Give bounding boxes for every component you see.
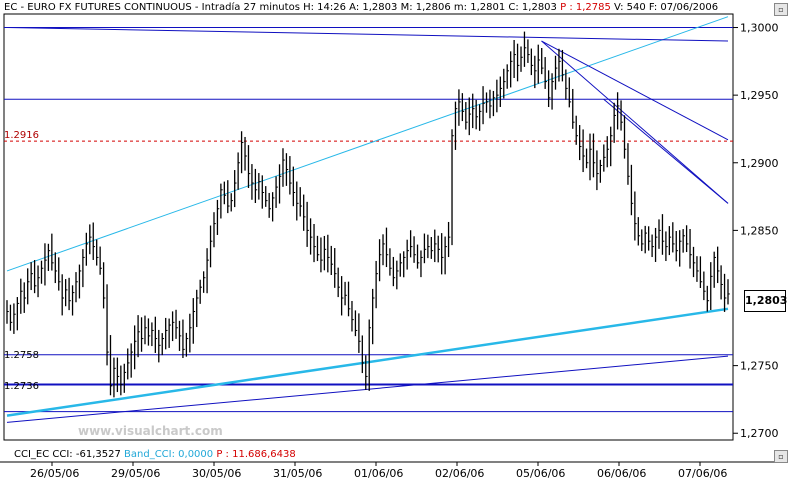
x-tick-label: 02/06/06 [435, 467, 484, 480]
maximize-icon[interactable]: ▫ [774, 3, 788, 16]
x-tick-label: 30/05/06 [192, 467, 241, 480]
x-axis: 26/05/06 29/05/06 30/05/06 31/05/06 01/06/06… [30, 462, 727, 480]
header-min: m: 1,2801 [453, 2, 506, 13]
x-tick-label: 06/06/06 [597, 467, 646, 480]
y-tick-label: 1,2950 [740, 89, 779, 102]
x-tick-label: 26/05/06 [30, 467, 79, 480]
trendline [541, 40, 729, 141]
level-label-2: 1.2758 [4, 350, 39, 361]
header-f: F: 07/06/2006 [648, 2, 719, 13]
header-c: C: 1,2803 [508, 2, 557, 13]
x-tick-label: 01/06/06 [354, 467, 403, 480]
indicator-footer: CCI_EC CCI: -61,3527 Band_CCI: 0,0000 P … [14, 449, 296, 460]
y-tick-label: 1,2850 [740, 224, 779, 237]
band-cci-value: Band_CCI: 0,0000 [124, 449, 214, 460]
trendline [6, 16, 729, 272]
y-tick-label: 1,2900 [740, 157, 779, 170]
price-bars [6, 31, 730, 398]
header-m: M: 1,2806 [400, 2, 451, 13]
level-label-1: 1.2916 [4, 130, 39, 141]
grid [0, 13, 788, 463]
trendline [6, 307, 729, 417]
trendline [6, 27, 729, 42]
trendlines [6, 16, 729, 423]
y-tick-label: 1,2750 [740, 360, 779, 373]
y-tick-label: 1,2700 [740, 427, 779, 440]
maximize-icon[interactable]: ▫ [774, 450, 788, 463]
watermark: www.visualchart.com [78, 424, 223, 438]
horizontal-levels [4, 27, 733, 413]
indicator-p-value: P : 11.686,6438 [216, 449, 296, 460]
header-h: H: 14:26 [303, 2, 346, 13]
header-a: A: 1,2803 [349, 2, 398, 13]
chart-header: EC - EURO FX FUTURES CONTINUOUS - Intrad… [4, 2, 718, 13]
header-v: V: 540 [614, 2, 646, 13]
symbol-title: EC - EURO FX FUTURES CONTINUOUS - Intrad… [4, 2, 300, 13]
y-axis: 1,3000 1,2950 1,2900 1,2850 1,2750 1,2700 [733, 22, 779, 440]
x-tick-label: 05/06/06 [516, 467, 565, 480]
header-p: P : 1,2785 [560, 2, 611, 13]
y-tick-label: 1,3000 [740, 22, 779, 35]
trendline [541, 40, 729, 204]
trendline [6, 355, 729, 423]
cci-value: CCI_EC CCI: -61,3527 [14, 449, 121, 460]
x-tick-label: 07/06/06 [678, 467, 727, 480]
last-price-box: 1,2803 [744, 290, 787, 312]
x-tick-label: 29/05/06 [111, 467, 160, 480]
x-tick-label: 31/05/06 [273, 467, 322, 480]
plot-frame [3, 13, 734, 441]
level-label-3: 1.2736 [4, 381, 39, 392]
